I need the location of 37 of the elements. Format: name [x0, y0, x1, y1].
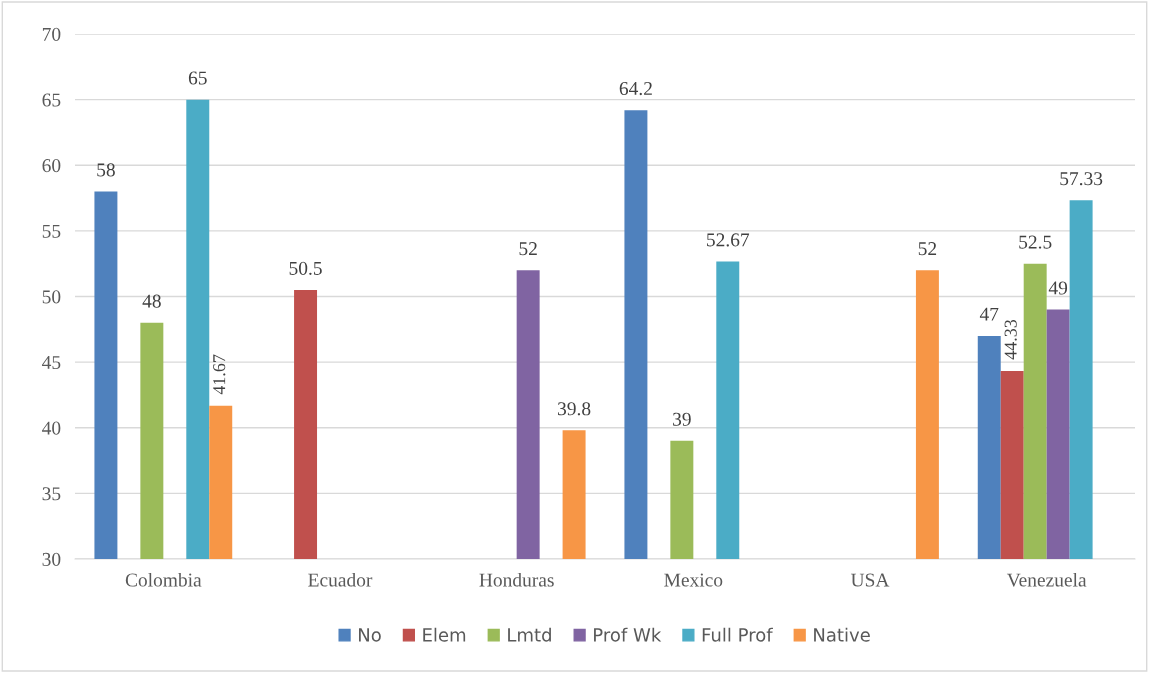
x-tick-label: Colombia	[125, 572, 202, 587]
data-label: 52	[519, 242, 537, 256]
y-tick-label: 35	[42, 487, 61, 501]
data-label: 39	[673, 412, 691, 426]
data-label: 41.67	[213, 354, 226, 395]
y-tick-label: 50	[42, 290, 61, 304]
data-label: 49	[1048, 281, 1068, 295]
legend-label: No	[359, 628, 381, 642]
data-label: 65	[188, 71, 207, 85]
y-tick-label: 40	[42, 421, 61, 435]
data-label: 57.33	[1060, 172, 1103, 186]
data-label: 47	[979, 307, 999, 321]
x-tick-label: Mexico	[664, 573, 723, 587]
x-tick-label: Venezuela	[1006, 572, 1087, 587]
data-label: 52.5	[1019, 235, 1052, 249]
data-label: 39.8	[558, 402, 591, 416]
legend-label: Elem	[423, 627, 466, 642]
x-tick-label: Honduras	[479, 572, 554, 587]
data-label: 48	[142, 294, 161, 308]
legend-label: Full Prof	[702, 627, 773, 642]
x-tick-label: Ecuador	[308, 572, 373, 587]
legend-label: Lmtd	[508, 627, 551, 642]
y-tick-label: 45	[42, 356, 61, 370]
y-tick-label: 55	[42, 224, 61, 238]
data-label: 52.67	[707, 233, 750, 247]
data-label: 58	[97, 163, 115, 177]
legend-label: Native	[814, 627, 870, 642]
y-tick-label: 65	[42, 93, 61, 107]
y-tick-label: 70	[42, 27, 61, 41]
y-tick-label: 30	[42, 552, 61, 566]
y-tick-label: 60	[42, 159, 61, 173]
data-label: 50.5	[289, 261, 322, 275]
data-label: 44.33	[1004, 319, 1017, 360]
data-label: 52	[918, 242, 937, 256]
legend-label: Prof Wk	[594, 627, 662, 642]
data-label: 64.2	[619, 82, 652, 96]
x-tick-label: USA	[850, 573, 890, 587]
